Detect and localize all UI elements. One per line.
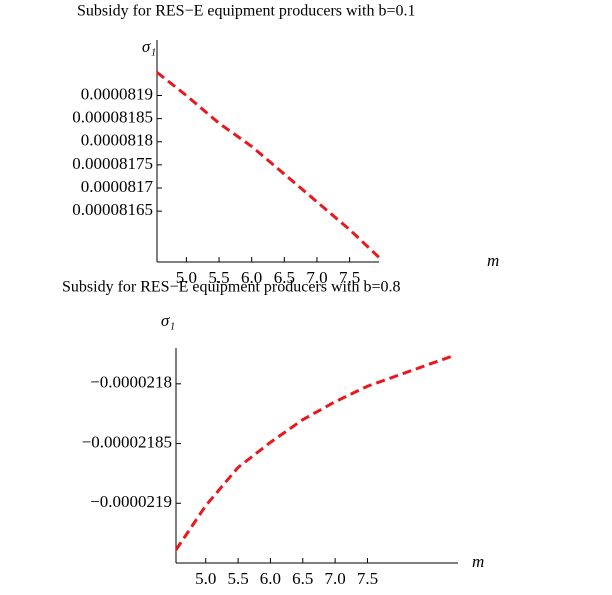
y-tick-label: 0.00008175 — [72, 154, 153, 173]
y-tick-label: 0.0000817 — [81, 177, 154, 196]
y-axis-label: σ₁ — [161, 311, 175, 330]
data-line — [156, 71, 381, 259]
x-axis-label: m — [472, 552, 484, 571]
y-tick-label: 0.00008165 — [72, 200, 153, 219]
x-tick-label: 7.5 — [357, 569, 378, 588]
y-axis-label: σ₁ — [142, 37, 156, 56]
x-tick-label: 6.5 — [274, 268, 295, 287]
chart-title: Subsidy for RES−E equipment producers wi… — [77, 3, 415, 20]
x-tick-label: 5.0 — [176, 268, 197, 287]
y-tick-label: −0.0000218 — [90, 373, 172, 392]
x-tick-label: 6.0 — [260, 569, 281, 588]
y-tick-label: 0.0000818 — [81, 131, 153, 150]
y-tick-label: 0.00008185 — [72, 108, 153, 127]
y-tick-label: 0.0000819 — [81, 84, 153, 103]
x-tick-label: 7.0 — [306, 268, 327, 287]
x-tick-label: 6.5 — [292, 569, 313, 588]
x-tick-label: 5.0 — [195, 569, 216, 588]
x-tick-label: 7.5 — [339, 268, 360, 287]
y-tick-label: −0.0000219 — [90, 492, 172, 511]
x-tick-label: 5.5 — [208, 268, 229, 287]
y-tick-label: −0.00002185 — [82, 432, 172, 451]
chart-title: Subsidy for RES−E equipment producers wi… — [62, 279, 400, 296]
x-axis-label: m — [487, 251, 499, 270]
x-tick-label: 7.0 — [324, 569, 345, 588]
x-tick-label: 6.0 — [241, 268, 262, 287]
data-line — [174, 354, 453, 551]
x-tick-label: 5.5 — [227, 569, 248, 588]
